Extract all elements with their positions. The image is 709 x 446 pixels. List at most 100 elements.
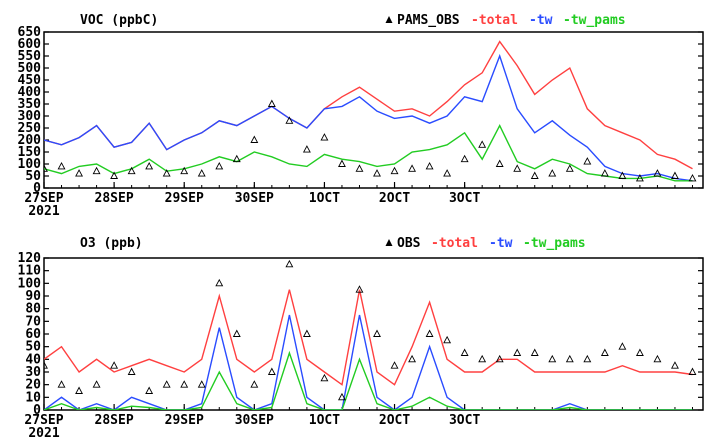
legend-marker — [385, 239, 393, 246]
obs-marker — [425, 161, 434, 170]
obs-marker — [443, 335, 452, 344]
obs-marker — [162, 169, 171, 177]
y-tick-label: 50 — [25, 340, 41, 355]
legend-label: OBS — [397, 236, 421, 251]
series-line-total — [44, 289, 693, 386]
y-tick-label: 20 — [25, 378, 41, 393]
obs-marker — [162, 380, 171, 388]
x-tick-label: 30SEP — [235, 191, 274, 206]
obs-marker — [443, 169, 452, 177]
y-tick-label: 400 — [18, 85, 42, 100]
y-tick-label: 10 — [25, 390, 41, 405]
y-tick-label: 0 — [33, 403, 41, 418]
obs-marker — [495, 354, 504, 363]
obs-marker — [355, 285, 364, 293]
obs-marker — [583, 157, 592, 165]
chart-title: VOC (ppbC) — [80, 13, 158, 28]
x-tick-label: 2OCT — [379, 413, 410, 428]
x-tick-sublabel: 2021 — [28, 426, 59, 441]
obs-marker — [425, 329, 434, 337]
obs-marker — [44, 164, 48, 172]
obs-marker — [373, 329, 381, 337]
obs-marker — [513, 164, 522, 172]
y-tick-label: 650 — [18, 25, 42, 40]
series-line-total — [44, 40, 693, 170]
obs-marker — [653, 354, 662, 363]
obs-marker — [75, 169, 84, 177]
legend-label: -tw — [489, 236, 513, 251]
y-tick-label: 0 — [33, 181, 41, 196]
obs-marker — [267, 99, 276, 107]
x-tick-label: 27SEP — [24, 191, 63, 206]
x-tick-label: 30SEP — [235, 413, 274, 428]
obs-marker — [513, 348, 522, 356]
obs-marker — [373, 169, 381, 177]
x-tick-label: 1OCT — [309, 413, 340, 428]
chart-title: O3 (ppb) — [80, 236, 143, 251]
obs-marker — [57, 161, 66, 170]
obs-marker — [635, 173, 644, 182]
obs-marker — [618, 171, 627, 179]
x-tick-label: 27SEP — [24, 413, 63, 428]
legend-label: -total — [431, 236, 478, 251]
obs-marker — [232, 154, 241, 163]
obs-marker — [408, 354, 417, 363]
y-tick-label: 50 — [25, 169, 41, 184]
obs-marker — [688, 173, 697, 182]
obs-marker — [197, 380, 206, 388]
x-tick-sublabel: 2021 — [28, 204, 59, 219]
obs-marker — [478, 354, 487, 363]
y-tick-label: 30 — [25, 365, 41, 380]
obs-marker — [653, 169, 662, 177]
y-tick-label: 250 — [18, 121, 42, 136]
obs-marker — [688, 367, 697, 375]
obs-marker — [600, 348, 609, 356]
obs-marker — [408, 164, 417, 172]
y-tick-label: 300 — [18, 109, 42, 124]
obs-marker — [44, 361, 48, 369]
obs-marker — [478, 140, 487, 148]
obs-marker — [250, 135, 259, 143]
series-line-tw_pams — [44, 350, 693, 410]
legend-label: -tw — [529, 13, 553, 28]
y-tick-label: 90 — [25, 289, 41, 304]
obs-marker — [127, 367, 136, 375]
series-group — [44, 40, 697, 182]
obs-marker — [92, 380, 101, 388]
obs-marker — [671, 361, 679, 369]
y-tick-label: 70 — [25, 314, 41, 329]
obs-marker — [338, 392, 346, 401]
obs-marker — [127, 166, 136, 175]
obs-marker — [583, 354, 592, 363]
y-tick-label: 40 — [25, 352, 41, 367]
obs-marker — [338, 159, 346, 167]
obs-marker — [460, 348, 469, 356]
obs-marker — [320, 133, 329, 141]
obs-marker — [215, 161, 224, 170]
legend-label: -total — [471, 13, 518, 28]
obs-marker — [618, 342, 627, 350]
plot-frame — [43, 257, 704, 411]
obs-marker — [232, 329, 241, 337]
series-line-tw — [44, 53, 693, 182]
x-tick-label: 29SEP — [165, 191, 204, 206]
legend-label: -tw_pams — [563, 13, 626, 28]
y-tick-label: 450 — [18, 73, 42, 88]
obs-marker — [302, 145, 311, 153]
obs-marker — [302, 329, 311, 337]
obs-marker — [250, 380, 259, 388]
x-tick-label: 1OCT — [309, 191, 340, 206]
obs-marker — [390, 166, 399, 175]
y-tick-label: 500 — [18, 61, 42, 76]
y-tick-label: 550 — [18, 49, 42, 64]
obs-marker — [92, 166, 101, 175]
y-tick-label: 120 — [18, 251, 42, 266]
y-tick-label: 150 — [18, 145, 42, 160]
legend-label: -tw_pams — [523, 236, 586, 251]
obs-marker — [267, 367, 276, 375]
y-tick-label: 60 — [25, 327, 41, 342]
y-tick-label: 350 — [18, 97, 42, 112]
legend-label: PAMS_OBS — [397, 13, 460, 28]
